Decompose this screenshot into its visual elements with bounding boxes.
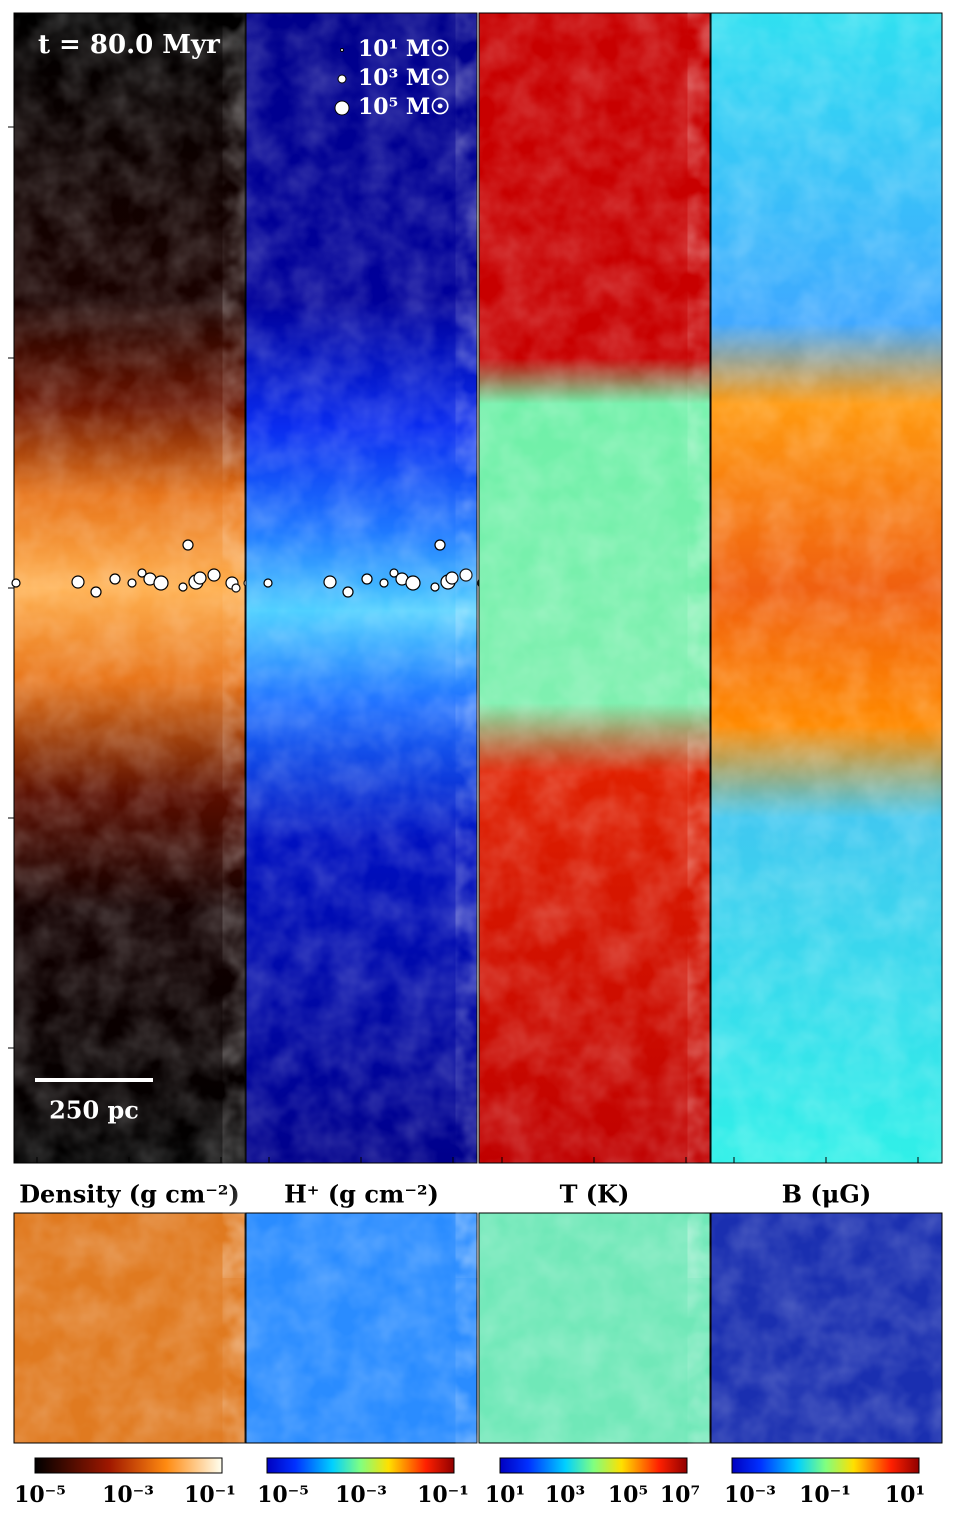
colorbar-tick-label: 10⁻⁵ (257, 1482, 309, 1508)
colorbar (266, 1457, 455, 1474)
star-particle (405, 575, 421, 591)
colorbar-tick-label: 10⁵ (608, 1482, 648, 1508)
texture (246, 1213, 477, 1443)
star-particle (90, 586, 102, 598)
panel-title: Density (g cm⁻²) (19, 1180, 240, 1209)
legend-marker (340, 48, 344, 52)
colorbar-tick-label: 10¹ (485, 1482, 525, 1508)
legend-marker (334, 100, 350, 116)
colorbar-tick-label: 10⁻³ (335, 1482, 387, 1508)
panel-frame (13, 1212, 246, 1444)
colorbar (34, 1457, 223, 1474)
legend-label: 10⁵ M☉ (358, 94, 450, 120)
texture (711, 13, 942, 1163)
scale-bar-label: 250 pc (49, 1096, 139, 1125)
star-particle (182, 539, 194, 551)
star-particle (193, 571, 207, 585)
colorbar-tick-label: 10⁷ (660, 1482, 700, 1508)
texture (14, 1213, 245, 1443)
colorbar-tick-label: 10¹ (885, 1482, 925, 1508)
star-particle (207, 568, 221, 582)
colorbar (731, 1457, 920, 1474)
legend-marker (337, 74, 347, 84)
star-particle (127, 578, 137, 588)
colorbar-tick-label: 10⁻¹ (799, 1482, 851, 1508)
colorbar-tick-label: 10⁻⁵ (14, 1482, 66, 1508)
star-particle (323, 575, 337, 589)
star-particle (389, 568, 399, 578)
star-particle (153, 575, 169, 591)
colorbar-tick-label: 10⁻¹ (184, 1482, 236, 1508)
legend-label: 10³ M☉ (358, 65, 450, 91)
star-particle (342, 586, 354, 598)
time-label: t = 80.0 Myr (38, 30, 220, 60)
star-particle (430, 582, 440, 592)
star-particle (178, 582, 188, 592)
colorbar-tick-label: 10⁻¹ (417, 1482, 469, 1508)
panel-frame (710, 1212, 943, 1444)
texture (479, 13, 710, 1163)
panel-frame (245, 1212, 478, 1444)
panel-title: H⁺ (g cm⁻²) (284, 1180, 439, 1209)
star-particle (263, 578, 273, 588)
texture (479, 1213, 710, 1443)
texture (711, 1213, 942, 1443)
colorbar-tick-label: 10³ (545, 1482, 585, 1508)
star-particle (71, 575, 85, 589)
star-particle (109, 573, 121, 585)
star-particle (459, 568, 473, 582)
panel-frame (478, 1212, 711, 1444)
colorbar-tick-label: 10⁻³ (102, 1482, 154, 1508)
panel-title: B (μG) (782, 1180, 871, 1209)
panel-title: T (K) (560, 1180, 630, 1209)
star-particle (434, 539, 446, 551)
colorbar-tick-label: 10⁻³ (724, 1482, 776, 1508)
star-particle (361, 573, 373, 585)
star-particle (379, 578, 389, 588)
legend-label: 10¹ M☉ (358, 36, 450, 62)
texture (246, 13, 477, 1163)
star-particle (11, 578, 21, 588)
colorbar (499, 1457, 688, 1474)
star-particle (231, 583, 241, 593)
star-particle (445, 571, 459, 585)
texture (14, 13, 245, 1163)
star-particle (137, 568, 147, 578)
